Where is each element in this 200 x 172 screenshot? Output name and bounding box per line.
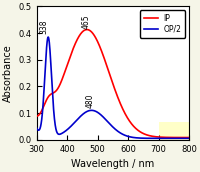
IP: [184, 137, 186, 139]
OP/2: [184, 137, 186, 139]
Text: 465: 465: [82, 14, 91, 29]
OP/2: [106, 120, 108, 122]
OP/2: [47, 36, 49, 38]
OP/2: [43, 83, 46, 85]
OP/2: [156, 137, 158, 139]
IP: [156, 136, 158, 138]
Legend: IP, OP/2: IP, OP/2: [140, 10, 185, 38]
Line: OP/2: OP/2: [37, 37, 189, 138]
Text: 480: 480: [86, 94, 95, 108]
Y-axis label: Absorbance: Absorbance: [3, 44, 13, 102]
IP: [35, 115, 38, 117]
IP: [86, 29, 88, 31]
Line: IP: IP: [37, 30, 189, 138]
IP: [43, 104, 46, 106]
IP: [184, 137, 186, 139]
IP: [188, 137, 190, 139]
Text: 338: 338: [40, 20, 49, 34]
OP/2: [188, 137, 190, 139]
X-axis label: Wavelength / nm: Wavelength / nm: [71, 159, 154, 169]
OP/2: [184, 137, 186, 139]
IP: [106, 65, 108, 67]
OP/2: [110, 124, 112, 126]
OP/2: [35, 127, 38, 129]
Bar: [159, 122, 189, 140]
IP: [110, 77, 112, 79]
